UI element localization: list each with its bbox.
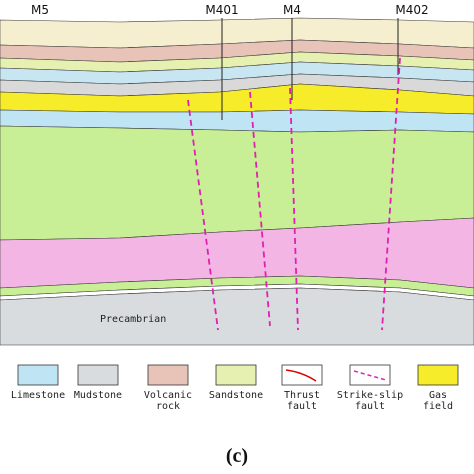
well-label: M5	[31, 3, 49, 17]
legend-swatch	[215, 364, 257, 386]
cross-section	[0, 17, 474, 346]
fault-symbol	[353, 370, 387, 381]
legend-label: Sandstone	[209, 390, 263, 401]
legend-swatch	[417, 364, 459, 386]
legend-label: Gas	[429, 390, 447, 401]
legend-label: Strike-slip	[337, 390, 403, 401]
legend-label: fault	[355, 401, 385, 412]
strike-slip-fault	[289, 87, 299, 331]
faults: M5 M401 M4 M402	[31, 3, 429, 331]
legend-label: rock	[156, 401, 180, 412]
caption: (c)	[226, 445, 248, 467]
thrust-symbol	[285, 369, 317, 382]
legend-label: fault	[287, 401, 317, 412]
strike-slip-fault	[187, 99, 219, 331]
legend-swatch	[147, 364, 189, 386]
legend-label: Limestone	[11, 390, 65, 401]
legend-swatch	[77, 364, 119, 386]
well-label: M401	[205, 3, 238, 17]
strike-slip-fault	[249, 91, 271, 327]
well-label: M4	[283, 3, 301, 17]
strike-slip-fault	[381, 57, 401, 331]
legend-label: field	[423, 401, 453, 412]
legend-label: Volcanic	[144, 390, 192, 401]
legend-swatch	[17, 364, 59, 386]
section-label: Precambrian	[100, 314, 166, 325]
legend-label: Mudstone	[74, 390, 122, 401]
legend-swatch	[281, 364, 323, 386]
rock-layer	[0, 287, 474, 346]
well-label: M402	[395, 3, 428, 17]
legend-label: Thrust	[284, 390, 320, 401]
